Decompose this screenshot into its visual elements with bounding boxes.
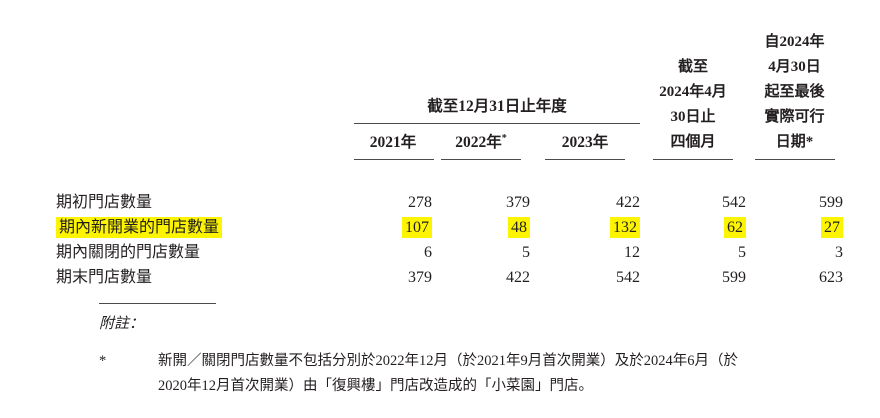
row-label: 期內新開業的門店數量 bbox=[56, 215, 354, 240]
footnote: * 新開／關閉門店數量不包括分別於2022年12月（於2021年9月首次開業）及… bbox=[99, 349, 853, 399]
footnote-line: 2020年12月首次開業）由「復興樓」門店改造成的「小菜園」門店。 bbox=[158, 378, 593, 394]
footnote-line: 新開／關閉門店數量不包括分別於2022年12月（於2021年9月首次開業）及於2… bbox=[158, 353, 738, 369]
table-row-new-stores-highlighted: 期內新開業的門店數量 107 48 132 62 27 bbox=[56, 215, 846, 240]
column-header-latest-practicable-date: 自2024年 4月30日 起至最後 實際可行 日期* bbox=[746, 30, 843, 160]
cell-value: 379 bbox=[408, 269, 432, 286]
column-underline bbox=[441, 159, 521, 160]
column-underline bbox=[545, 159, 625, 160]
column-header-2022: 2022年* bbox=[432, 124, 530, 160]
cell-value: 278 bbox=[408, 194, 432, 211]
cell-value: 599 bbox=[819, 194, 843, 211]
column-underline bbox=[354, 159, 434, 160]
year-label: 2022年 bbox=[455, 134, 502, 151]
cell-value: 422 bbox=[506, 269, 530, 286]
cell-value: 6 bbox=[424, 244, 432, 261]
table-header: 截至12月31日止年度 2021年 2022年* 2023年 截至 2024年4… bbox=[56, 30, 846, 160]
row-label: 期內關閉的門店數量 bbox=[56, 240, 354, 265]
notes-heading: 附註： bbox=[99, 316, 145, 332]
row-label-text: 期內新開業的門店數量 bbox=[56, 217, 223, 238]
year-label: 2021年 bbox=[369, 134, 417, 151]
row-label: 期末門店數量 bbox=[56, 265, 354, 290]
table-row-opening-stores: 期初門店數量 278 379 422 542 599 bbox=[56, 190, 846, 215]
row-label: 期初門店數量 bbox=[56, 190, 354, 215]
header-line: 自2024年 bbox=[764, 34, 825, 50]
table-body: 期初門店數量 278 379 422 542 599 期內新開業的門店數量 10… bbox=[56, 190, 846, 290]
footnote-marker: * bbox=[99, 353, 107, 369]
cell-value: 62 bbox=[640, 215, 746, 240]
cell-value: 27 bbox=[746, 215, 843, 240]
header-line: 四個月 bbox=[670, 134, 716, 150]
row-label-text: 期初門店數量 bbox=[56, 194, 153, 211]
column-underline bbox=[653, 159, 733, 160]
cell-value: 542 bbox=[616, 269, 640, 286]
cell-value: 48 bbox=[432, 215, 530, 240]
store-count-table: 截至12月31日止年度 2021年 2022年* 2023年 截至 2024年4… bbox=[56, 30, 846, 290]
cell-value: 599 bbox=[722, 269, 746, 286]
notes-section: 附註： * 新開／關閉門店數量不包括分別於2022年12月（於2021年9月首次… bbox=[99, 303, 853, 399]
column-underline bbox=[754, 159, 835, 160]
cell-value: 132 bbox=[530, 215, 640, 240]
notes-divider bbox=[99, 303, 216, 304]
footnote-text: 新開／關閉門店數量不包括分別於2022年12月（於2021年9月首次開業）及於2… bbox=[158, 349, 738, 399]
cell-value: 623 bbox=[819, 269, 843, 286]
table-row-closed-stores: 期內關閉的門店數量 6 5 12 5 3 bbox=[56, 240, 846, 265]
cell-value: 5 bbox=[522, 244, 530, 261]
cell-value: 107 bbox=[354, 215, 432, 240]
column-header-2021: 2021年 bbox=[354, 124, 434, 160]
year-group-title: 截至12月31日止年度 bbox=[354, 94, 640, 124]
cell-value: 422 bbox=[616, 194, 640, 211]
column-header-four-months-2024: 截至 2024年4月 30日止 四個月 bbox=[640, 55, 746, 160]
column-header-2023: 2023年 bbox=[530, 124, 640, 160]
cell-value: 379 bbox=[506, 194, 530, 211]
row-label-text: 期末門店數量 bbox=[56, 269, 153, 286]
header-line: 日期* bbox=[775, 134, 814, 150]
header-line: 實際可行 bbox=[764, 109, 825, 125]
year-group-header: 截至12月31日止年度 2021年 2022年* 2023年 bbox=[354, 94, 640, 160]
table-row-closing-stores: 期末門店數量 379 422 542 599 623 bbox=[56, 265, 846, 290]
year-label: 2023年 bbox=[561, 134, 609, 151]
year-superscript: * bbox=[501, 132, 507, 144]
cell-value: 542 bbox=[722, 194, 746, 211]
cell-value: 5 bbox=[738, 244, 746, 261]
year-columns: 2021年 2022年* 2023年 bbox=[354, 124, 640, 160]
header-line: 2024年4月 bbox=[659, 84, 727, 100]
header-line: 截至 bbox=[677, 59, 708, 75]
row-label-text: 期內關閉的門店數量 bbox=[56, 244, 201, 261]
header-line: 4月30日 bbox=[768, 59, 821, 75]
header-line: 起至最後 bbox=[764, 84, 825, 100]
header-line: 30日止 bbox=[670, 109, 716, 125]
cell-value: 3 bbox=[835, 244, 843, 261]
cell-value: 12 bbox=[624, 244, 640, 261]
